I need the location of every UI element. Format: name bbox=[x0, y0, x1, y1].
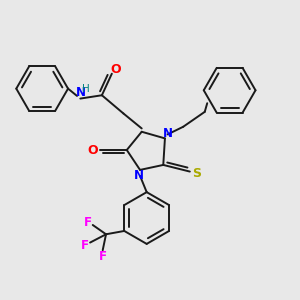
Text: N: N bbox=[163, 127, 172, 140]
Text: O: O bbox=[110, 63, 121, 76]
Text: F: F bbox=[81, 239, 89, 252]
Text: S: S bbox=[193, 167, 202, 180]
Text: N: N bbox=[76, 86, 86, 99]
Text: F: F bbox=[99, 250, 107, 263]
Text: O: O bbox=[88, 143, 98, 157]
Text: H: H bbox=[82, 84, 90, 94]
Text: F: F bbox=[83, 216, 92, 229]
Text: N: N bbox=[134, 169, 143, 182]
